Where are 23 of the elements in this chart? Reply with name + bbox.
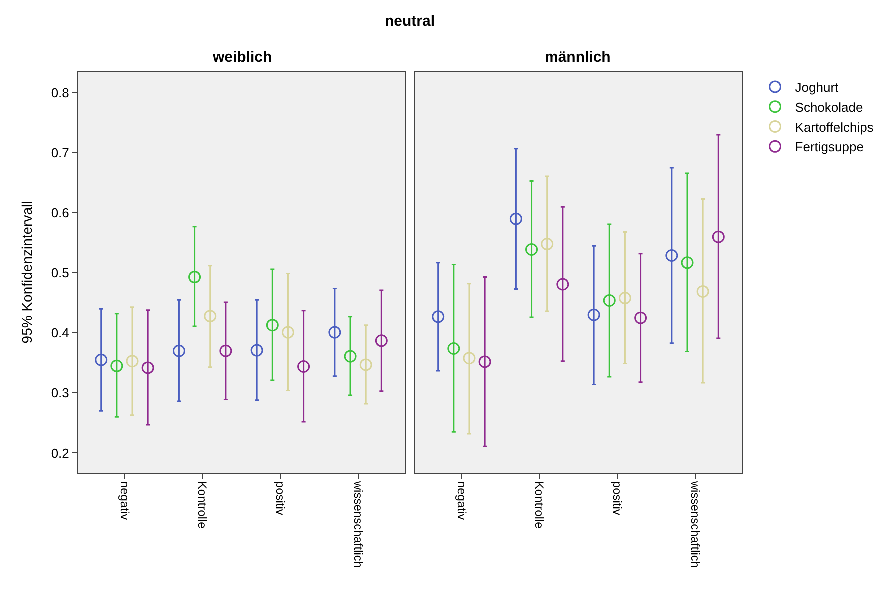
x-tick-label: positiv <box>274 481 288 516</box>
x-tick-label: Kontrolle <box>196 481 210 530</box>
y-tick-label: 0.7 <box>51 146 70 161</box>
x-tick-label: negativ <box>454 481 469 520</box>
text: neutral <box>385 13 436 30</box>
y-tick-label: 0.5 <box>51 266 70 281</box>
y-tick-label: 0.6 <box>51 206 70 221</box>
x-tick-label: negativ <box>118 481 132 520</box>
legend-label: Joghurt <box>795 80 840 96</box>
y-tick-label: 0.4 <box>51 326 70 341</box>
y-tick-label: 0.2 <box>51 446 70 461</box>
y-tick-label: 0.8 <box>51 86 70 101</box>
x-tick-label: Kontrolle <box>532 481 547 530</box>
chart-title: männlich <box>545 49 611 66</box>
chart-title: weiblich <box>212 49 272 66</box>
legend-label: Fertigsuppe <box>795 140 864 155</box>
legend-label: Schokolade <box>795 100 864 115</box>
y-tick-label: 0.3 <box>51 386 70 401</box>
x-tick-label: wissenschaftlich <box>351 480 366 568</box>
x-tick-label: positiv <box>610 481 625 516</box>
legend-label: Kartoffelchips <box>795 120 874 135</box>
y-axis-title: 95% Konfidenzintervall <box>18 201 35 344</box>
x-tick-label: wissenschaftlich <box>688 480 702 568</box>
